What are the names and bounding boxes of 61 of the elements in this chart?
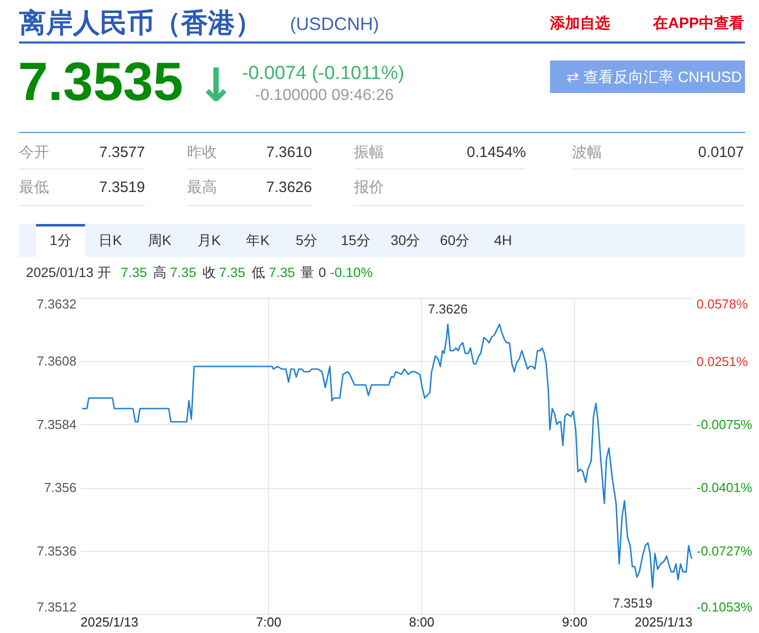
text: 今开: [19, 144, 49, 161]
text: 报价: [353, 179, 384, 196]
text: 最高: [187, 179, 217, 196]
y2-tick-label: -0.0075%: [696, 417, 753, 432]
x-tick-label: 7:00: [256, 614, 282, 630]
annotation: 7.3519: [612, 596, 653, 611]
text: 15分: [340, 232, 370, 248]
text: (USDCNH): [290, 14, 379, 34]
text: 在APP中查看: [652, 15, 744, 32]
text: 量 0: [300, 265, 326, 280]
text: 添加自选: [549, 15, 610, 32]
text: 月K: [197, 232, 222, 248]
text: 年K: [246, 232, 270, 248]
text: 低: [252, 265, 266, 280]
text: 昨收: [187, 144, 217, 161]
text: 波幅: [572, 144, 602, 161]
y2-tick-label: -0.0401%: [696, 480, 753, 496]
text: -0.0074 (-0.1011%): [242, 63, 404, 84]
text: 7.3519: [99, 179, 145, 196]
text: -0.100000 09:46:26: [255, 87, 394, 104]
text: 1分: [50, 232, 72, 248]
text: 5分: [296, 232, 318, 248]
text: 30分: [390, 232, 420, 248]
text: 60分: [440, 232, 470, 248]
text: 最低: [19, 179, 49, 196]
y-tick-label: 7.3632: [36, 296, 76, 312]
text: 日K: [98, 232, 123, 248]
text: 7.35: [170, 265, 196, 280]
text: 4H: [494, 232, 512, 248]
text: 7.35: [219, 265, 246, 280]
text: 周K: [148, 232, 172, 248]
text: 7.35: [268, 265, 295, 280]
y2-tick-label: 0.0251%: [696, 354, 748, 369]
text: -0.10%: [330, 265, 373, 280]
text: 7.3610: [266, 144, 312, 161]
text: ⇄ 查看反向汇率 CNHUSD: [566, 69, 742, 86]
text: 高: [153, 265, 167, 280]
text: 收: [202, 265, 217, 280]
y2-tick-label: -0.0727%: [696, 543, 753, 558]
text: 7.3577: [99, 144, 145, 161]
y2-tick-label: -0.1053%: [696, 600, 753, 614]
y-tick-label: 7.3584: [36, 416, 76, 432]
x-tick-label: 2025/1/13: [634, 614, 692, 630]
x-tick-label: 8:00: [409, 614, 434, 630]
text: ↓: [196, 58, 236, 112]
y-tick-label: 7.3536: [36, 543, 76, 558]
text: 7.35: [120, 265, 147, 280]
text: 离岸人民币（香港）: [18, 8, 262, 38]
y2-tick-label: 0.0578%: [696, 296, 748, 312]
text: 7.3626: [266, 179, 312, 196]
y-tick-label: 7.3512: [36, 600, 76, 614]
y-tick-label: 7.356: [44, 480, 76, 496]
text: 7.3535: [18, 52, 184, 112]
annotation: 7.3626: [428, 301, 468, 316]
text: 0.1454%: [466, 144, 526, 161]
x-tick-label: 2025/1/13: [80, 614, 138, 630]
text: 0.0107: [698, 144, 744, 161]
text: 振幅: [354, 144, 384, 161]
x-tick-label: 9:00: [562, 614, 588, 630]
y-tick-label: 7.3608: [36, 354, 76, 369]
text: 2025/01/13 开: [26, 265, 112, 280]
